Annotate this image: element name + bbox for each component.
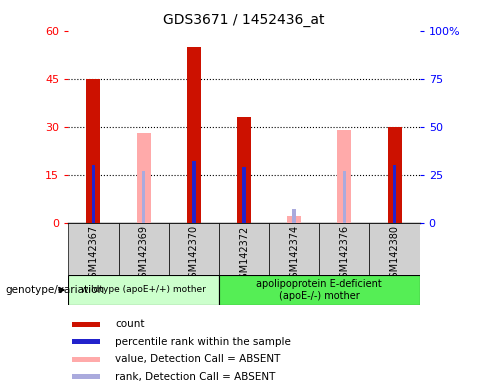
Text: value, Detection Call = ABSENT: value, Detection Call = ABSENT bbox=[115, 354, 281, 364]
Bar bbox=[343, 171, 346, 223]
Title: GDS3671 / 1452436_at: GDS3671 / 1452436_at bbox=[163, 13, 325, 27]
Bar bbox=[337, 130, 351, 223]
Bar bbox=[72, 357, 100, 362]
Text: percentile rank within the sample: percentile rank within the sample bbox=[115, 337, 291, 347]
FancyBboxPatch shape bbox=[369, 223, 420, 275]
Bar bbox=[72, 339, 100, 344]
Text: GSM142380: GSM142380 bbox=[389, 225, 400, 284]
Bar bbox=[387, 127, 402, 223]
Bar bbox=[187, 47, 201, 223]
Text: genotype/variation: genotype/variation bbox=[5, 285, 104, 295]
Text: GSM142369: GSM142369 bbox=[139, 225, 149, 284]
Bar bbox=[142, 171, 145, 223]
Bar bbox=[192, 161, 196, 223]
FancyBboxPatch shape bbox=[269, 223, 319, 275]
Bar bbox=[237, 117, 251, 223]
Text: rank, Detection Call = ABSENT: rank, Detection Call = ABSENT bbox=[115, 372, 276, 382]
Text: GSM142370: GSM142370 bbox=[189, 225, 199, 285]
Bar bbox=[72, 322, 100, 327]
FancyBboxPatch shape bbox=[68, 223, 119, 275]
Bar bbox=[137, 133, 151, 223]
Text: count: count bbox=[115, 319, 144, 329]
Text: GSM142367: GSM142367 bbox=[88, 225, 99, 285]
Bar bbox=[242, 167, 246, 223]
Bar bbox=[393, 165, 396, 223]
FancyBboxPatch shape bbox=[119, 223, 169, 275]
Bar bbox=[92, 165, 95, 223]
Text: GSM142376: GSM142376 bbox=[339, 225, 349, 285]
FancyBboxPatch shape bbox=[169, 223, 219, 275]
FancyBboxPatch shape bbox=[219, 275, 420, 305]
Text: wildtype (apoE+/+) mother: wildtype (apoE+/+) mother bbox=[81, 285, 206, 295]
Text: GSM142374: GSM142374 bbox=[289, 225, 299, 285]
Bar bbox=[287, 216, 301, 223]
Text: apolipoprotein E-deficient
(apoE-/-) mother: apolipoprotein E-deficient (apoE-/-) mot… bbox=[256, 279, 382, 301]
Bar bbox=[292, 209, 296, 223]
Text: GSM142372: GSM142372 bbox=[239, 225, 249, 285]
Bar bbox=[86, 79, 101, 223]
FancyBboxPatch shape bbox=[319, 223, 369, 275]
FancyBboxPatch shape bbox=[219, 223, 269, 275]
Bar bbox=[72, 374, 100, 379]
FancyBboxPatch shape bbox=[68, 275, 219, 305]
